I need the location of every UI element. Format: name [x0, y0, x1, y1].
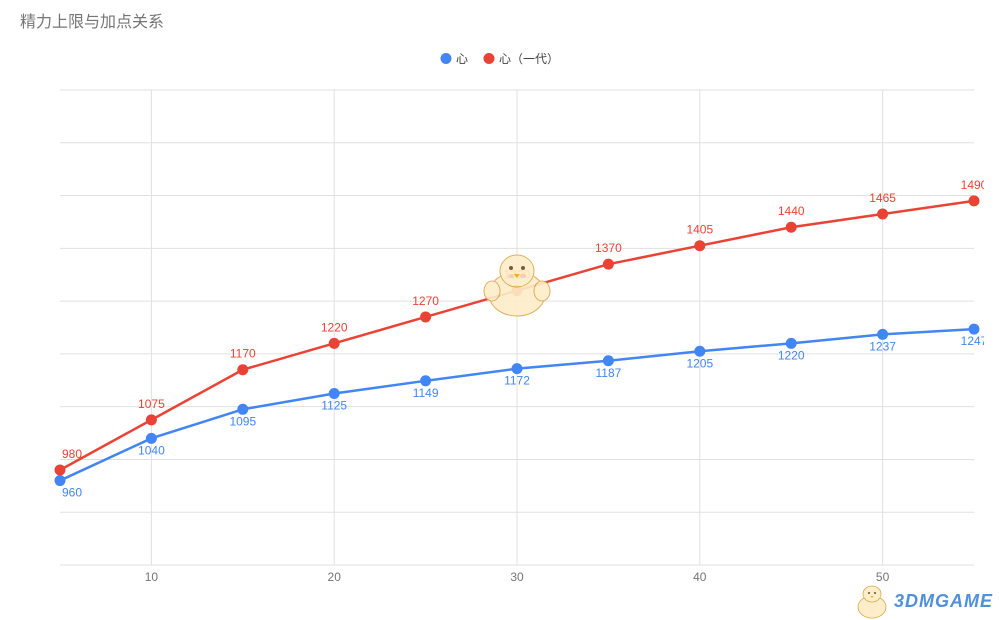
svg-text:1490: 1490	[961, 178, 984, 192]
svg-text:1237: 1237	[869, 339, 896, 353]
watermark-text: 3DMGAME	[894, 591, 993, 612]
chart-container: 精力上限与加点关系 心 心（一代） 8009001000110012001300…	[0, 0, 999, 620]
svg-text:1040: 1040	[138, 443, 165, 457]
svg-text:1125: 1125	[321, 398, 347, 412]
svg-text:1465: 1465	[869, 191, 896, 205]
svg-text:1149: 1149	[413, 386, 439, 400]
legend-item: 心	[440, 50, 468, 67]
legend-item: 心（一代）	[483, 50, 559, 67]
svg-text:1440: 1440	[778, 204, 805, 218]
svg-text:1095: 1095	[229, 414, 256, 428]
watermark: 3DMGAME	[852, 582, 993, 620]
svg-text:20: 20	[328, 570, 342, 584]
svg-text:1247: 1247	[961, 334, 984, 348]
svg-text:960: 960	[62, 486, 82, 500]
svg-text:1172: 1172	[504, 374, 530, 388]
chart-svg: 8009001000110012001300140015001600170010…	[50, 80, 984, 585]
svg-text:1405: 1405	[686, 223, 713, 237]
svg-text:10: 10	[145, 570, 159, 584]
legend-marker	[483, 53, 494, 64]
svg-text:1187: 1187	[595, 366, 621, 380]
legend-label: 心	[456, 50, 468, 67]
svg-text:1320: 1320	[504, 268, 531, 282]
watermark-chick-icon	[852, 582, 892, 620]
svg-text:30: 30	[510, 570, 524, 584]
svg-text:1220: 1220	[321, 320, 348, 334]
svg-text:1205: 1205	[686, 356, 713, 370]
chart-legend: 心 心（一代）	[440, 50, 559, 67]
svg-text:1170: 1170	[230, 347, 256, 361]
svg-text:1370: 1370	[595, 241, 622, 255]
svg-text:1075: 1075	[138, 397, 165, 411]
svg-text:980: 980	[62, 447, 82, 461]
svg-text:1220: 1220	[778, 348, 805, 362]
legend-marker	[440, 53, 451, 64]
chart-title: 精力上限与加点关系	[20, 8, 164, 32]
legend-label: 心（一代）	[499, 50, 559, 67]
svg-text:1270: 1270	[412, 294, 439, 308]
svg-text:40: 40	[693, 570, 707, 584]
plot-area: 8009001000110012001300140015001600170010…	[50, 80, 984, 585]
